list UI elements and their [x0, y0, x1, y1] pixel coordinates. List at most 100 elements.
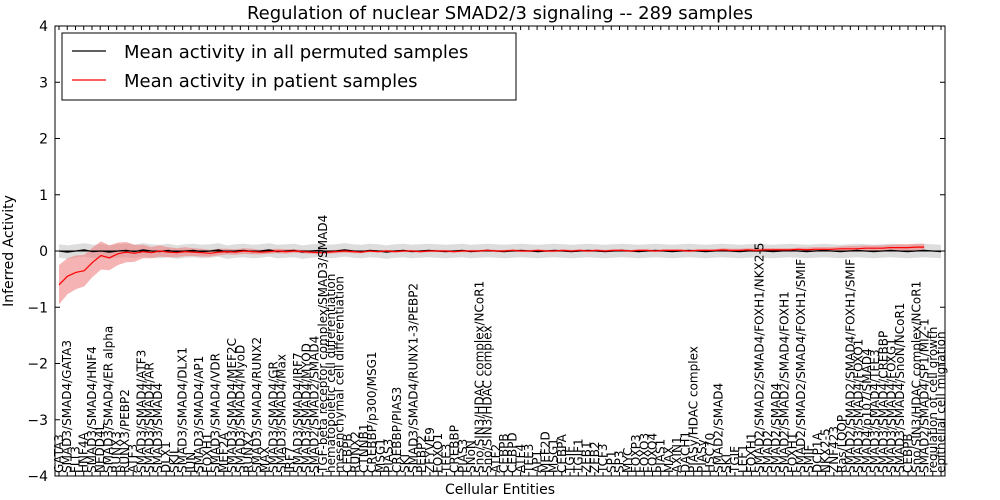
x-tick-label: IRF7 — [283, 447, 297, 473]
y-tick-label: −1 — [27, 300, 48, 316]
y-tick-label: 0 — [39, 244, 48, 260]
x-tick-label: PEBP2 — [415, 435, 429, 473]
x-axis-label: Cellular Entities — [445, 482, 555, 498]
x-tick-label: ZFYVE9 — [423, 427, 437, 473]
x-tick-label: FOXH1 — [786, 433, 800, 473]
y-axis: 4 3 2 1 0 −1 −2 −3 −4 — [27, 19, 945, 485]
x-tick-label: CEBPB — [341, 433, 355, 473]
x-tick-label: TGIF — [563, 446, 577, 474]
x-tick-label: SMAD3/SMAD4/MYOD — [299, 343, 313, 473]
x-tick-label: AXIN1 — [670, 436, 684, 473]
x-tick-label: SKIL — [167, 447, 181, 473]
x-tick-label: ZNF423 — [827, 426, 841, 473]
x-tick-label: SMAD3/SMAD4/RUNX1-3/PEBP2 — [406, 283, 420, 473]
x-tick-label: TFE3 — [439, 444, 453, 474]
series-band-1 — [59, 241, 925, 305]
x-tick-label: SMAD2/SMAD2/SMAD4/FOXH1 — [777, 291, 791, 473]
y-tick-label: 3 — [39, 75, 48, 91]
x-tick-label: CEBPB — [901, 433, 915, 473]
x-tick-label: FOXH1 — [744, 433, 758, 473]
x-tick-label: regulation of cell growth — [926, 327, 940, 473]
series-line-1 — [58, 246, 925, 286]
x-tick-label: SKI — [398, 454, 412, 473]
x-tick-label: PIAS3 — [382, 439, 396, 473]
x-tick-label: SP3 — [613, 451, 627, 474]
x-tick-label: SMAD3/SMAD4/MEF2C — [225, 338, 239, 473]
x-tick-label: ZEB2 — [588, 441, 602, 473]
x-tick-label: MAX — [258, 446, 272, 473]
x-tick-label: SMAD3/SMAD4/MyoD — [233, 345, 247, 473]
x-tick-label: SMAD3/SMAD4/IRF7 — [291, 352, 305, 473]
x-tick-label: GATA3 — [52, 434, 66, 473]
y-axis-label: Inferred Activity — [1, 195, 17, 307]
x-tick-label: PIAS1 — [654, 439, 668, 473]
x-tick-label: SP1 — [604, 451, 618, 474]
x-tick-label: CREBBP/PIAS3 — [390, 387, 404, 473]
x-tick-label: RUNX2 — [349, 431, 363, 473]
x-tick-label: AP1 — [530, 450, 544, 473]
x-tick-label: SMAD2/SMAD4 — [711, 383, 725, 473]
x-tick-label: SMAD2/SMAD2/SMAD4/FOXH1/SMIF — [794, 259, 808, 473]
x-tick-label: MEF2D — [538, 431, 552, 473]
x-tick-label: SMAD2/SMAD2/SMAD4 — [308, 336, 322, 473]
x-tick-label: CTNNB1 — [357, 423, 371, 473]
x-tick-label: SMAD3/SMAD4/RUNX2 — [250, 337, 264, 473]
x-tick-label: RUNX3 — [110, 431, 124, 473]
y-tick-label: 2 — [39, 132, 48, 148]
x-tick-label: MEF2A — [217, 432, 231, 473]
x-tick-label: FOXO4 — [645, 433, 659, 473]
x-tick-label: MYC — [621, 448, 635, 473]
x-tick-label: Sno/SIN3/HDAC complex/NCoR1 — [472, 281, 486, 473]
x-tick-label: FLT3 — [68, 446, 82, 473]
x-tick-label: ZEB1 — [580, 441, 594, 473]
x-tick-label: SMAD3/SMAD4/AP1 — [192, 356, 206, 473]
x-tick-label: LEF1 — [736, 444, 750, 473]
x-tick-label: SMAD3/SMAD4/VDR — [209, 353, 223, 473]
x-tick-label: CEBPB — [497, 433, 511, 473]
x-tick-label: Sno/SIN3/HDAC complex/NCoR1 — [909, 281, 923, 473]
x-tick-label: SMAD2/SMAD4 — [769, 383, 783, 473]
x-tick-label: TGIF — [728, 446, 742, 474]
y-tick-label: 4 — [39, 19, 48, 35]
legend-label-permuted: Mean activity in all permuted samples — [124, 42, 468, 63]
x-tick-label: SMAD2/SMAD2/SMAD4/FOXH1/NKX2-5 — [753, 243, 767, 473]
x-tick-label: PIAS3 — [456, 439, 470, 473]
x-tick-label: CEBPA — [555, 433, 569, 473]
x-tick-label: SMAD3/SMAD4/GR — [266, 361, 280, 473]
x-tick-label: RUNX3/PEBP2 — [118, 389, 132, 473]
x-tick-label: SMIF — [802, 444, 816, 473]
x-tick-label: TFE3 — [522, 444, 536, 474]
x-tick-label: CEBPD — [505, 432, 519, 473]
y-tick-label: −4 — [27, 469, 48, 485]
x-tick-label: FOXO1 — [431, 433, 445, 473]
x-tick-label: FOXP3 — [629, 434, 643, 473]
x-tick-label: RUNX2 — [242, 431, 256, 473]
x-tick-label: MSG1 — [373, 438, 387, 473]
x-tick-label: TGF-beta receptor complex/SMAD3/SMAD4 — [316, 215, 330, 474]
x-tick-label: Ras/LOOP — [835, 415, 849, 473]
x-tick-label: epithelial cell migration — [934, 331, 948, 473]
x-tick-label: NEDD4L — [93, 423, 107, 473]
legend-box — [61, 32, 517, 101]
x-tick-label: JUN — [184, 452, 198, 474]
x-tick-label: MAX — [662, 446, 676, 473]
x-tick-label: CREBBP — [448, 425, 462, 473]
x-tick-label: ATF4 — [514, 444, 528, 473]
plot-layer — [55, 241, 945, 305]
x-tick-label: DACH1 — [678, 431, 692, 473]
legend-label-patient: Mean activity in patient samples — [124, 71, 418, 92]
x-tick-label: MSG1 — [547, 438, 561, 473]
x-tick-label: hematopoietic cell differentiation — [324, 274, 338, 473]
x-tick-label: PIASy — [695, 439, 709, 473]
x-tick-label: CREBBP/p300/MSG1 — [365, 351, 379, 473]
x-tick-label: SMAD3/SMAD4/HNF4 — [85, 346, 99, 473]
x-tick-label: SMAD3/SMAD4/Max — [275, 354, 289, 473]
x-axis — [58, 26, 942, 476]
x-tick-label: SKI — [720, 454, 734, 473]
x-tick-label: PIASy/HDAC complex — [687, 346, 701, 473]
x-tick-label: SMAD3/SMAD4/ER alpha — [101, 326, 115, 473]
x-tick-label: FOXH1 — [200, 433, 214, 473]
x-tick-label: ATF2 — [489, 444, 503, 473]
y-tick-label: −2 — [27, 357, 48, 373]
